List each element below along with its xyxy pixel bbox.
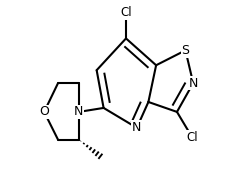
Text: O: O <box>39 105 49 118</box>
Text: N: N <box>74 105 84 118</box>
Text: Cl: Cl <box>186 131 198 144</box>
Text: Cl: Cl <box>120 6 132 19</box>
Text: S: S <box>181 44 190 57</box>
Text: N: N <box>188 77 198 90</box>
Text: N: N <box>132 121 142 134</box>
